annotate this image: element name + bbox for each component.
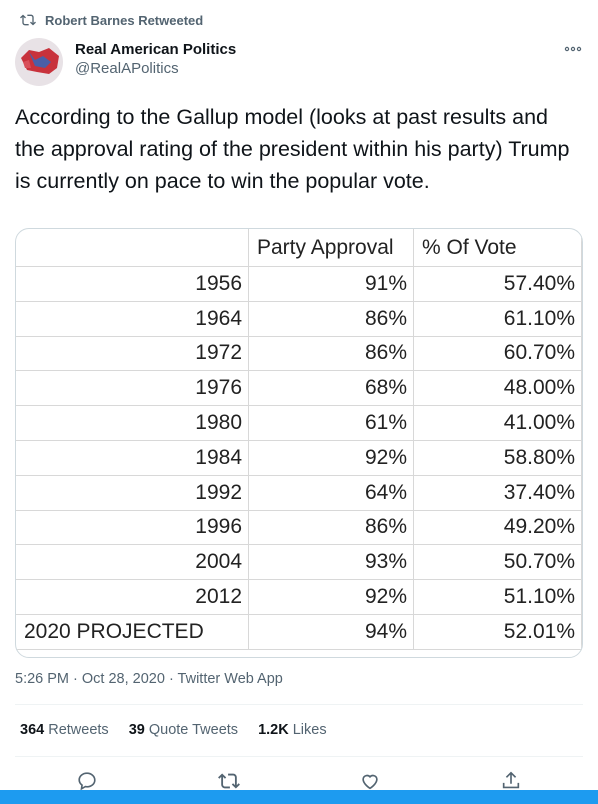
divider [15, 756, 583, 757]
more-icon[interactable] [564, 42, 582, 57]
year-cell: 1976 [16, 370, 249, 407]
action-bar [0, 770, 598, 794]
vote-percent-cell: 48.00% [413, 370, 582, 407]
year-cell: 1980 [16, 405, 249, 441]
vote-percent-cell: 49.20% [413, 510, 582, 546]
divider [15, 704, 583, 705]
table-row: 1976 68% 48.00% [16, 370, 582, 407]
table-header-cell: Party Approval [248, 229, 414, 267]
party-approval-cell: 92% [248, 579, 414, 615]
tweet-timestamp[interactable]: 5:26 PM · Oct 28, 2020 · Twitter Web App [15, 671, 283, 687]
vote-percent-cell: 57.40% [413, 266, 582, 302]
year-cell: 2012 [16, 579, 249, 615]
year-cell: 1996 [16, 510, 249, 546]
tweet-stats: 364 Retweets 39 Quote Tweets 1.2K Likes [20, 722, 327, 738]
share-icon[interactable] [500, 770, 522, 792]
author-info[interactable]: Real American Politics @RealAPolitics [75, 40, 236, 78]
quotes-count: 39 [128, 722, 145, 738]
author-handle[interactable]: @RealAPolitics [75, 60, 179, 77]
vote-percent-cell: 60.70% [413, 336, 582, 372]
vote-percent-cell: 50.70% [413, 544, 582, 581]
year-cell: 1972 [16, 336, 249, 372]
table-row: 1956 91% 57.40% [16, 266, 582, 302]
vote-percent-cell: 58.80% [413, 440, 582, 476]
table-row: 1992 64% 37.40% [16, 475, 582, 511]
year-cell: 2020 PROJECTED [16, 614, 249, 650]
table-row: 1964 86% 61.10% [16, 301, 582, 337]
table-row: 1980 61% 41.00% [16, 405, 582, 441]
year-cell: 1984 [16, 440, 249, 476]
retweets-stat[interactable]: 364 Retweets [20, 722, 109, 738]
party-approval-cell: 86% [248, 510, 414, 546]
quotes-label: Quote Tweets [148, 722, 239, 738]
like-icon[interactable] [359, 770, 381, 792]
party-approval-cell: 64% [248, 475, 414, 511]
likes-label: Likes [292, 722, 327, 738]
party-approval-cell: 61% [248, 405, 414, 441]
retweets-label: Retweets [48, 722, 109, 738]
table-header-cell: % Of Vote [413, 229, 582, 267]
table-row: 2020 PROJECTED 94% 52.01% [16, 614, 582, 650]
year-cell: 1992 [16, 475, 249, 511]
table-row: 1996 86% 49.20% [16, 510, 582, 546]
tweet-text: According to the Gallup model (looks at … [15, 105, 570, 193]
table-header-cell [16, 229, 249, 267]
table-row: 2012 92% 51.10% [16, 579, 582, 615]
party-approval-cell: 92% [248, 440, 414, 476]
tweet-media-table-image[interactable]: Party Approval % Of Vote 1956 91% 57.40% 19… [15, 228, 583, 658]
retweet-context[interactable]: Robert Barnes Retweeted [20, 10, 203, 30]
quote-tweets-stat[interactable]: 39 Quote Tweets [129, 722, 238, 738]
vote-percent-cell: 37.40% [413, 475, 582, 511]
vote-percent-cell: 41.00% [413, 405, 582, 441]
table-row: 1972 86% 60.70% [16, 336, 582, 372]
avatar[interactable] [15, 38, 63, 86]
vote-percent-cell: 52.01% [413, 614, 582, 650]
retweet-label: Robert Barnes Retweeted [45, 12, 204, 28]
party-approval-cell: 91% [248, 266, 414, 302]
vote-table: Party Approval % Of Vote 1956 91% 57.40% 19… [16, 229, 582, 650]
likes-count: 1.2K [258, 722, 289, 738]
author-name[interactable]: Real American Politics [75, 41, 237, 58]
party-approval-cell: 93% [248, 544, 414, 581]
likes-stat[interactable]: 1.2K Likes [258, 722, 327, 738]
table-row: 2004 93% 50.70% [16, 544, 582, 581]
year-cell: 1964 [16, 301, 249, 337]
avatar-image [15, 38, 63, 86]
table-header-row: Party Approval % Of Vote [16, 229, 582, 267]
vote-percent-cell: 61.10% [413, 301, 582, 337]
party-approval-cell: 94% [248, 614, 414, 650]
bottom-accent-bar [0, 790, 598, 804]
year-cell: 1956 [16, 266, 249, 302]
reply-icon[interactable] [76, 770, 98, 792]
retweet-icon [20, 14, 36, 26]
table-row: 1984 92% 58.80% [16, 440, 582, 476]
party-approval-cell: 86% [248, 336, 414, 372]
year-cell: 2004 [16, 544, 249, 581]
retweets-count: 364 [20, 722, 45, 738]
party-approval-cell: 86% [248, 301, 414, 337]
retweet-icon[interactable] [218, 770, 240, 792]
vote-percent-cell: 51.10% [413, 579, 582, 615]
party-approval-cell: 68% [248, 370, 414, 407]
